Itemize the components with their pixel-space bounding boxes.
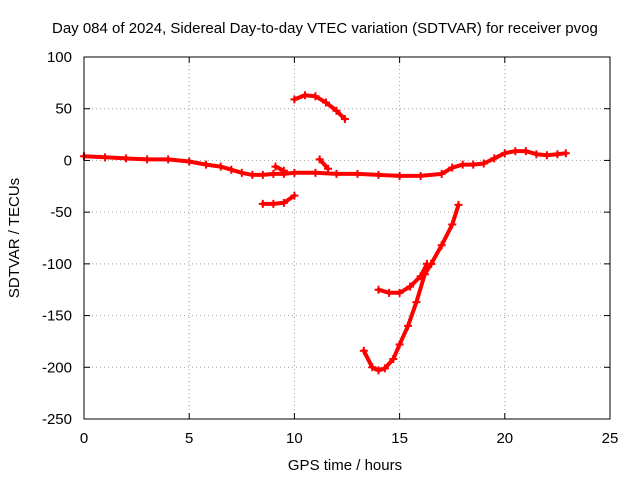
data-point (511, 147, 520, 156)
data-point (454, 200, 463, 209)
data-point (542, 151, 551, 160)
data-point (143, 155, 152, 164)
data-point (164, 155, 173, 164)
data-point (227, 165, 236, 174)
data-point (420, 270, 429, 279)
data-point (368, 363, 377, 372)
data-point (479, 159, 488, 168)
data-point (395, 171, 404, 180)
x-tick-label: 5 (185, 430, 193, 447)
data-point (202, 160, 211, 169)
data-point (185, 157, 194, 166)
data-point (216, 162, 225, 171)
data-point (279, 198, 288, 207)
grid-lines (84, 57, 610, 419)
x-tick-label: 20 (496, 430, 513, 447)
data-point (490, 154, 499, 163)
data-point (389, 355, 398, 364)
y-tick-label: 50 (55, 101, 72, 118)
data-point (416, 171, 425, 180)
x-tick-label: 25 (602, 430, 619, 447)
data-point (248, 170, 257, 179)
data-point (340, 115, 349, 124)
data-point (311, 168, 320, 177)
data-point (290, 95, 299, 104)
data-point (437, 169, 446, 178)
data-point (448, 163, 457, 172)
data-point (332, 169, 341, 178)
data-point (500, 149, 509, 158)
series-line-deep-dip (361, 261, 434, 373)
data-point (395, 288, 404, 297)
data-point (353, 169, 362, 178)
data-point (332, 106, 341, 115)
y-tick-label: 100 (47, 49, 72, 66)
series-line-rise-to-gap (429, 202, 461, 266)
data-point (279, 166, 288, 175)
data-point (412, 298, 421, 307)
data-point (300, 91, 309, 100)
data-point (258, 199, 267, 208)
data-point (561, 149, 570, 158)
data-point (406, 282, 415, 291)
data-point (258, 170, 267, 179)
data-point (404, 321, 413, 330)
data-point (374, 285, 383, 294)
x-axis-label: GPS time / hours (288, 457, 402, 474)
plot-frame (83, 56, 611, 420)
data-point (374, 170, 383, 179)
data-point (469, 160, 478, 169)
chart-title: Day 084 of 2024, Sidereal Day-to-day VTE… (52, 20, 598, 37)
series-line-spike-b (317, 157, 331, 171)
data-series (80, 91, 570, 375)
data-point (271, 162, 280, 171)
data-point (427, 259, 436, 268)
data-point (458, 160, 467, 169)
data-point (385, 288, 394, 297)
x-tick-label: 0 (80, 430, 88, 447)
y-tick-label: -250 (42, 411, 72, 428)
y-tick-label: -50 (50, 204, 72, 221)
series-line-main (82, 149, 568, 178)
y-tick-label: 0 (64, 152, 72, 169)
data-point (321, 98, 330, 107)
data-point (380, 364, 389, 373)
data-point (437, 241, 446, 250)
y-tick-label: -150 (42, 308, 72, 325)
data-point (359, 346, 368, 355)
data-point (521, 147, 530, 156)
x-tick-label: 10 (286, 430, 303, 447)
y-tick-label: -200 (42, 359, 72, 376)
data-point (311, 92, 320, 101)
axis-ticks: 0 5 10 15 20 25 -250 -200 -150 -100 -50 0 50 100 (42, 49, 618, 447)
series-line-short-rise (260, 193, 297, 206)
data-point (122, 154, 131, 163)
data-point (290, 168, 299, 177)
data-point (532, 150, 541, 159)
data-point (101, 153, 110, 162)
data-point (324, 164, 333, 173)
y-tick-label: -100 (42, 256, 72, 273)
data-point (269, 169, 278, 178)
data-point (315, 155, 324, 164)
data-point (553, 150, 562, 159)
data-point (395, 340, 404, 349)
data-point (269, 199, 278, 208)
data-point (448, 220, 457, 229)
x-tick-label: 15 (391, 430, 408, 447)
data-point (237, 168, 246, 177)
data-point (374, 366, 383, 375)
y-axis-label: SDTVAR / TECUs (6, 178, 23, 298)
data-point (290, 191, 299, 200)
